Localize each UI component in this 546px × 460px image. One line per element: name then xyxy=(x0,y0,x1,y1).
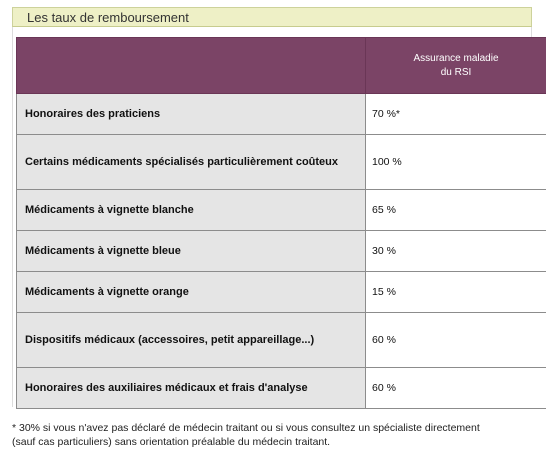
row-label: Dispositifs médicaux (accessoires, petit… xyxy=(16,312,366,368)
table-row: Dispositifs médicaux (accessoires, petit… xyxy=(16,312,546,368)
section-header: Les taux de remboursement xyxy=(12,7,532,27)
footnote-line1: * 30% si vous n'avez pas déclaré de méde… xyxy=(12,422,480,434)
reimbursement-table: Assurance maladie du RSI Honoraires des … xyxy=(16,37,546,409)
row-label: Médicaments à vignette blanche xyxy=(16,189,366,231)
row-label: Médicaments à vignette orange xyxy=(16,271,366,313)
table-header-line1: Assurance maladie xyxy=(413,52,499,64)
row-label: Certains médicaments spécialisés particu… xyxy=(16,134,366,190)
row-label: Honoraires des praticiens xyxy=(16,93,366,135)
row-value: 60 % xyxy=(365,367,546,409)
row-value: 70 %* xyxy=(365,93,546,135)
table-row: Honoraires des praticiens 70 %* xyxy=(16,93,546,135)
row-value: 65 % xyxy=(365,189,546,231)
table-row: Certains médicaments spécialisés particu… xyxy=(16,134,546,190)
row-value: 60 % xyxy=(365,312,546,368)
footnote: * 30% si vous n'avez pas déclaré de méde… xyxy=(12,421,532,449)
row-value: 100 % xyxy=(365,134,546,190)
table-header-line2: du RSI xyxy=(440,66,472,78)
footnote-line2: (sauf cas particuliers) sans orientation… xyxy=(12,436,331,448)
row-value: 30 % xyxy=(365,230,546,272)
table-row: Médicaments à vignette orange 15 % xyxy=(16,271,546,313)
table-row: Honoraires des auxiliaires médicaux et f… xyxy=(16,367,546,409)
table-header-row: Assurance maladie du RSI xyxy=(16,37,546,94)
row-label: Médicaments à vignette bleue xyxy=(16,230,366,272)
table-row: Médicaments à vignette blanche 65 % xyxy=(16,189,546,231)
table-header-blank xyxy=(16,37,366,94)
row-value: 15 % xyxy=(365,271,546,313)
row-label: Honoraires des auxiliaires médicaux et f… xyxy=(16,367,366,409)
table-row: Médicaments à vignette bleue 30 % xyxy=(16,230,546,272)
table-header-insurance: Assurance maladie du RSI xyxy=(365,37,546,94)
section-title: Les taux de remboursement xyxy=(27,10,189,25)
